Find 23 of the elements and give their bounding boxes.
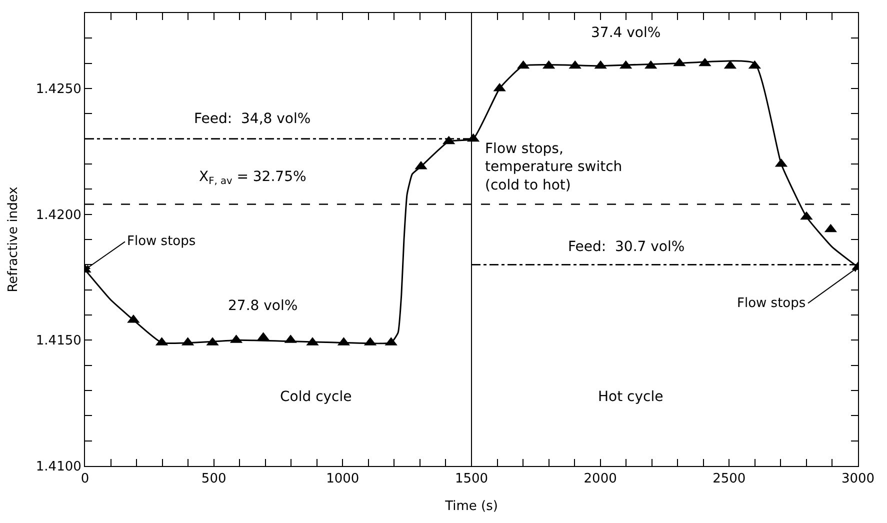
x-tick-label: 2500 [712,472,746,487]
y-tick-label: 1.4100 [36,460,82,475]
annotation: Feed: 30.7 vol% [568,239,685,255]
y-axis-title: Refractive index [6,186,21,292]
annotation: 37.4 vol% [591,25,661,41]
annotation: Flow stops [127,234,196,249]
annotation: Flow stops [737,296,806,311]
annotation: Feed: 34,8 vol% [194,111,311,127]
annotation: Flow stops, temperature switch (cold to hot) [485,141,622,194]
x-tick-label: 3000 [841,472,875,487]
x-axis-title: Time (s) [444,499,498,514]
x-tick-label: 500 [201,472,226,487]
annotation: X$_{F, av}$ = 32.75% [199,169,306,187]
annotation: Hot cycle [598,389,664,405]
y-tick-label: 1.4200 [36,208,82,223]
y-tick-label: 1.4150 [36,334,82,349]
annotation: Cold cycle [280,389,352,405]
x-tick-label: 2000 [584,472,617,487]
x-tick-label: 1500 [454,472,488,487]
x-tick-label: 0 [80,472,90,487]
x-tick-label: 1000 [326,472,360,487]
y-tick-label: 1.4250 [36,82,82,98]
annotation: 27.8 vol% [228,298,298,314]
